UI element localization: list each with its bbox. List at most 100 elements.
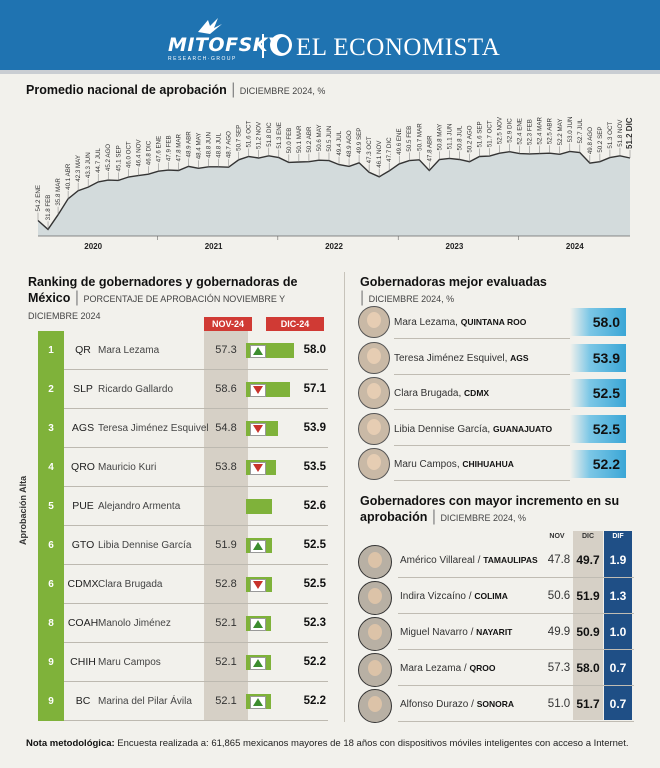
increase-nov-value: 49.9	[547, 626, 571, 638]
ranking-rank-column	[38, 331, 64, 721]
increase-dic-value: 58.0	[576, 661, 600, 675]
ranking-side-label: Aprobación Alta	[18, 475, 28, 545]
row-separator	[398, 649, 634, 650]
row-separator	[398, 721, 634, 722]
ranking-governor-name: Mara Lezama	[98, 345, 160, 356]
ranking-state: GTO	[71, 539, 95, 551]
increase-state: SONORA	[476, 699, 515, 709]
trend-down-icon	[250, 462, 266, 475]
ranking-dic-value: 52.5	[303, 539, 326, 551]
point-label: 46.1 NOV	[376, 140, 383, 168]
point-label: 51.6 OCT	[246, 120, 253, 147]
increase-name: Indira Vizcaíno	[400, 591, 466, 602]
avatar	[358, 617, 392, 651]
trend-up-icon	[250, 540, 266, 553]
point-label: 48.4 MAY	[196, 133, 203, 160]
ranking-position: 6	[48, 540, 54, 551]
ranking-row: 6 CDMX Clara Brugada 52.8 52.5	[38, 565, 328, 604]
trend-down-icon	[250, 384, 266, 397]
row-separator	[64, 525, 328, 526]
increase-title-text: Gobernadores con mayor incremento en su …	[360, 494, 620, 524]
row-separator	[394, 444, 570, 446]
avatar	[358, 341, 390, 374]
point-label: 51.2 DIC	[625, 117, 634, 149]
top-women-name: Clara Brugada	[394, 388, 459, 399]
point-label: 50.2 ABR	[306, 126, 313, 153]
ranking-position: 5	[48, 501, 54, 512]
increase-name: Mara Lezama	[400, 663, 462, 674]
point-label: 51.3 OCT	[607, 122, 614, 149]
increase-name-cell: Indira Vizcaíno / COLIMA	[400, 591, 508, 602]
point-label: 46.0 OCT	[125, 141, 132, 168]
ranking-dic-bar	[246, 499, 273, 514]
increase-name: Américo Villareal	[400, 555, 475, 566]
mitofsky-logo: MITOFSKY	[168, 34, 283, 56]
point-label: 52.4 ENE	[517, 118, 524, 144]
point-label: 45.1 SEP	[115, 145, 122, 171]
ranking-state: PUE	[72, 500, 94, 512]
national-approval-title-text: Promedio nacional de aprobación	[26, 83, 227, 97]
ranking-state: CHIH	[70, 656, 96, 668]
row-separator	[394, 409, 570, 410]
point-label: 50.8 MAY	[436, 124, 443, 151]
ranking-dic-value: 53.5	[303, 461, 326, 473]
logo-divider	[262, 34, 264, 58]
ranking-position: 8	[48, 618, 54, 629]
top-women-name-cell: Clara Brugada, CDMX	[394, 388, 490, 399]
ranking-position: 4	[48, 462, 54, 473]
avatar	[358, 581, 392, 615]
year-tick-label: 2023	[446, 242, 464, 251]
ranking-state: QRO	[71, 461, 95, 473]
ranking-row: 1 QR Mara Lezama 57.3 58.0	[38, 331, 328, 370]
increase-header-nov: NOV	[549, 533, 565, 540]
increase-dic-value: 51.9	[576, 589, 600, 603]
top-women-value: 52.5	[570, 379, 626, 407]
top-women-state: CHIHUAHUA	[462, 459, 514, 469]
ranking-subtitle: PORCENTAJE DE APROBACIÓN NOVIEMBRE Y DIC…	[28, 294, 285, 321]
top-women-name: Teresa Jiménez Esquivel	[394, 352, 505, 364]
ranking-state: AGS	[71, 422, 95, 434]
top-women-subtitle: DICIEMBRE 2024, %	[368, 294, 455, 304]
top-women-state: AGS	[510, 352, 529, 363]
top-women-name-cell: Libia Dennise García, GUANAJUATO	[394, 423, 553, 435]
point-label: 31.8 FEB	[45, 195, 52, 221]
increase-row: Mara Lezama / QROO 57.3 58.0 0.7	[358, 650, 634, 687]
row-separator	[64, 408, 328, 409]
point-label: 54.2 ENE	[35, 185, 42, 211]
point-label: 52.2 MAY	[557, 119, 564, 146]
trend-up-icon	[250, 618, 266, 631]
ranking-state: QR	[75, 344, 91, 356]
ranking-dic-value: 52.6	[303, 500, 326, 512]
point-label: 45.2 AGO	[105, 144, 112, 171]
increase-name-cell: Miguel Navarro / NAYARIT	[400, 627, 513, 638]
point-label: 53.0 JUN	[567, 117, 574, 143]
el-economista-logo: EL ECONOMISTA	[296, 34, 501, 61]
row-separator	[398, 577, 634, 578]
point-label: 50.5 FEB	[406, 126, 413, 152]
ranking-position: 6	[48, 579, 54, 590]
row-separator	[64, 681, 328, 682]
increase-nov-value: 51.0	[547, 698, 571, 710]
methodology-note: Nota metodológica: Encuesta realizada a:…	[26, 738, 629, 749]
year-tick-label: 2022	[325, 242, 343, 251]
increase-name-cell: Mara Lezama / QROO	[400, 663, 496, 674]
ranking-dic-value: 52.5	[303, 578, 326, 590]
ranking-nov-value: 52.1	[215, 617, 237, 629]
point-label: 51.3 ENE	[276, 122, 283, 148]
top-women-name-cell: Mara Lezama, QUINTANA ROO	[394, 317, 527, 328]
ranking-dic-value: 52.2	[303, 695, 326, 707]
row-separator	[394, 338, 570, 339]
top-women-row: Mara Lezama, QUINTANA ROO 58.0	[358, 305, 628, 339]
point-label: 47.8 MAR	[175, 133, 182, 161]
increase-dif-value: 1.9	[609, 553, 627, 567]
point-label: 51.1 JUN	[446, 124, 453, 150]
row-separator	[398, 613, 634, 614]
increase-row: Miguel Navarro / NAYARIT 49.9 50.9 1.0	[358, 614, 634, 651]
row-separator	[64, 603, 328, 604]
increase-nov-value: 47.8	[547, 554, 571, 566]
point-label: 51.8 DIC	[266, 122, 273, 147]
column-divider	[344, 272, 345, 722]
point-label: 51.8 NOV	[617, 119, 624, 147]
point-label: 49.9 SEP	[356, 128, 363, 154]
point-label: 52.5 NOV	[497, 116, 504, 144]
